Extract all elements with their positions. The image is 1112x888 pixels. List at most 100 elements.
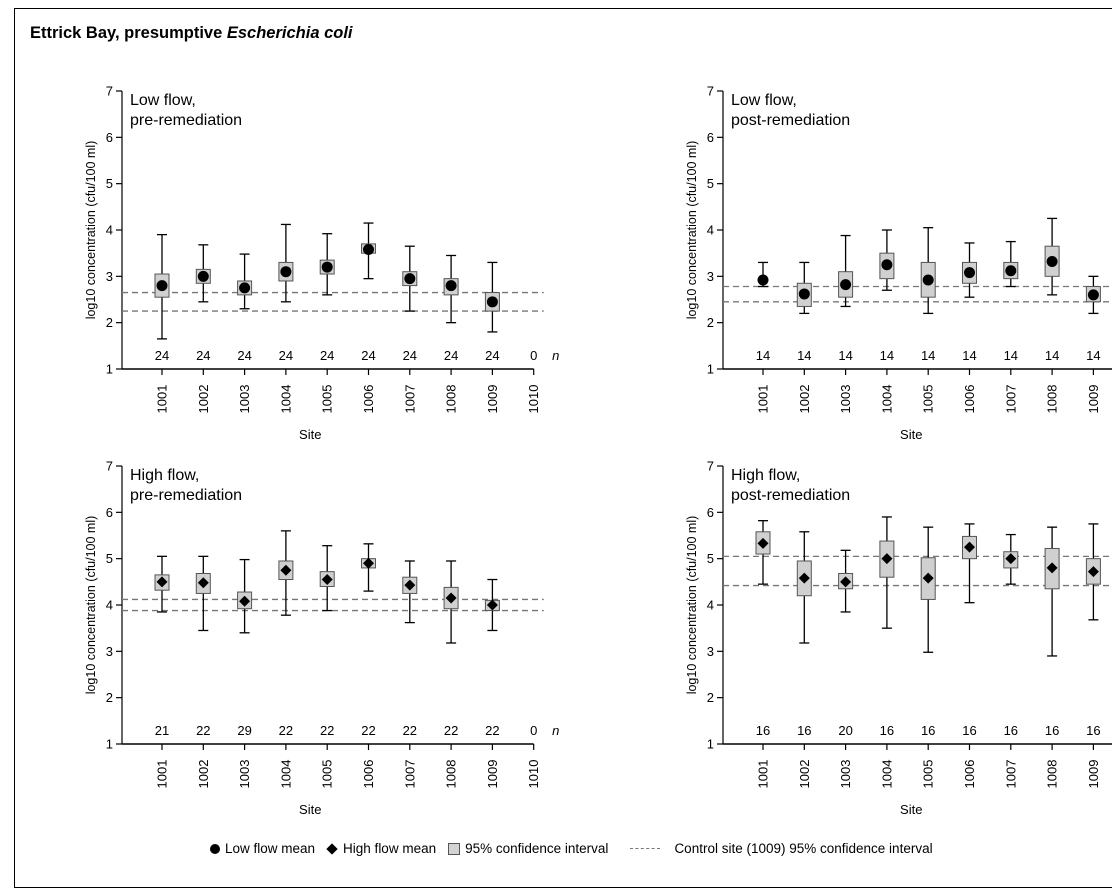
p3-mean-marker bbox=[280, 564, 292, 576]
p1-panel-title-line1: Low flow, bbox=[130, 92, 196, 109]
p1-x-tick-label: 1010 bbox=[526, 385, 541, 414]
p4-y-tick-label: 2 bbox=[707, 690, 714, 705]
figure-title: Ettrick Bay, presumptive Escherichia col… bbox=[30, 24, 353, 43]
p1-mean-marker bbox=[321, 261, 333, 273]
p3-y-tick-label: 2 bbox=[106, 690, 113, 705]
diamond-marker-icon bbox=[326, 842, 338, 855]
legend-label-ci: 95% confidence interval bbox=[465, 841, 609, 856]
p4-panel-title-line1: High flow, bbox=[731, 467, 800, 484]
legend-item-high-flow: High flow mean bbox=[326, 841, 436, 856]
dashed-line-icon bbox=[630, 848, 661, 849]
p4-mean-marker bbox=[881, 553, 893, 565]
p1-n-label: 24 bbox=[444, 348, 458, 363]
p4-x-tick-label: 1003 bbox=[838, 760, 853, 789]
p4-x-tick-label: 1004 bbox=[879, 760, 894, 789]
p3-mean-marker bbox=[197, 577, 209, 589]
p2-y-tick-label: 1 bbox=[707, 362, 714, 377]
p2-n-label: 14 bbox=[1086, 348, 1100, 363]
p1-n-label: 24 bbox=[196, 348, 210, 363]
p3-y-tick-label: 3 bbox=[106, 644, 113, 659]
p3-n-label: 22 bbox=[279, 723, 293, 738]
p2-x-axis-title: Site bbox=[900, 427, 922, 442]
p1-y-tick-label: 1 bbox=[106, 362, 113, 377]
p3-n-label: 22 bbox=[196, 723, 210, 738]
figure-title-italic: Escherichia coli bbox=[226, 24, 353, 42]
p1-x-axis-title: Site bbox=[299, 427, 321, 442]
p2-n-label: 14 bbox=[962, 348, 976, 363]
p2-mean-marker bbox=[798, 288, 810, 300]
p2-n-label: 14 bbox=[1045, 348, 1059, 363]
legend-item-control: Control site (1009) 95% confidence inter… bbox=[630, 841, 933, 856]
p1-mean-marker bbox=[239, 282, 251, 294]
p3-y-tick-label: 7 bbox=[106, 459, 113, 474]
p2-x-tick-label: 1007 bbox=[1003, 385, 1018, 414]
p4-n-label: 16 bbox=[1045, 723, 1059, 738]
p1-x-tick-label: 1006 bbox=[361, 385, 376, 414]
p4-mean-marker bbox=[1046, 562, 1058, 574]
p3-mean-marker bbox=[486, 599, 498, 611]
p4-y-tick-label: 5 bbox=[707, 551, 714, 566]
p2-mean-marker bbox=[1087, 289, 1099, 301]
p1-mean-marker bbox=[363, 243, 374, 255]
p4-mean-marker bbox=[798, 572, 810, 584]
p2-x-tick-label: 1005 bbox=[921, 385, 936, 414]
p1-n-label: 24 bbox=[320, 348, 334, 363]
p4-x-tick-label: 1007 bbox=[1003, 760, 1018, 789]
p4-n-label: 16 bbox=[921, 723, 935, 738]
p2-mean-marker bbox=[757, 274, 769, 286]
p1-mean-marker bbox=[486, 296, 498, 308]
legend-label-low: Low flow mean bbox=[225, 841, 316, 856]
legend-label-control: Control site (1009) 95% confidence inter… bbox=[674, 841, 933, 856]
p2-mean-marker bbox=[964, 267, 975, 279]
p1-y-axis-title: log10 concentration (cfu/100 ml) bbox=[84, 141, 98, 320]
p2-mean-marker bbox=[922, 274, 934, 286]
p4-x-tick-label: 1006 bbox=[962, 760, 977, 789]
p3-x-tick-label: 1002 bbox=[196, 760, 211, 789]
p1-n-label: 24 bbox=[279, 348, 293, 363]
p4-mean-marker bbox=[964, 541, 975, 553]
p3-mean-marker bbox=[156, 576, 168, 588]
p4-n-label: 16 bbox=[797, 723, 811, 738]
p2-y-tick-label: 3 bbox=[707, 269, 714, 284]
p3-n-axis-label: n bbox=[552, 723, 559, 738]
p4-y-tick-label: 3 bbox=[707, 644, 714, 659]
p3-x-tick-label: 1010 bbox=[526, 760, 541, 789]
p1-y-tick-label: 2 bbox=[106, 315, 113, 330]
p2-x-tick-label: 1008 bbox=[1045, 385, 1060, 414]
p4-mean-marker bbox=[840, 576, 852, 588]
legend-item-ci: 95% confidence interval bbox=[448, 841, 608, 856]
p3-y-tick-label: 6 bbox=[106, 505, 113, 520]
p1-mean-marker bbox=[280, 266, 292, 278]
p4-x-axis-title: Site bbox=[900, 802, 922, 817]
p4-n-label: 16 bbox=[756, 723, 770, 738]
circle-marker-icon bbox=[210, 843, 220, 854]
p3-panel-title-line2: pre-remediation bbox=[130, 487, 242, 504]
p4-y-tick-label: 7 bbox=[707, 459, 714, 474]
p2-y-tick-label: 2 bbox=[707, 315, 714, 330]
p2-y-axis-title: log10 concentration (cfu/100 ml) bbox=[685, 141, 699, 320]
p2-x-tick-label: 1004 bbox=[879, 385, 894, 414]
p1-x-tick-label: 1005 bbox=[320, 385, 335, 414]
p3-x-tick-label: 1004 bbox=[278, 760, 293, 789]
p4-mean-marker bbox=[922, 572, 934, 584]
p3-n-label: 22 bbox=[403, 723, 417, 738]
p1-x-tick-label: 1008 bbox=[444, 385, 459, 414]
p3-n-label: 21 bbox=[155, 723, 169, 738]
p1-panel-title-line2: pre-remediation bbox=[130, 112, 242, 129]
p2-mean-marker bbox=[881, 259, 893, 271]
p4-x-tick-label: 1005 bbox=[921, 760, 936, 789]
p1-n-label: 24 bbox=[403, 348, 417, 363]
p2-n-label: 14 bbox=[838, 348, 852, 363]
p4-y-tick-label: 1 bbox=[707, 737, 714, 752]
p1-x-tick-label: 1009 bbox=[485, 385, 500, 414]
p1-n-label: 0 bbox=[530, 348, 537, 363]
p2-mean-marker bbox=[1046, 256, 1058, 268]
p3-x-tick-label: 1009 bbox=[485, 760, 500, 789]
p4-y-tick-label: 6 bbox=[707, 505, 714, 520]
p3-mean-marker bbox=[321, 574, 333, 586]
p4-n-label: 16 bbox=[1086, 723, 1100, 738]
p2-panel-title-line2: post-remediation bbox=[731, 112, 850, 129]
p4-n-label: 16 bbox=[880, 723, 894, 738]
p2-y-tick-label: 6 bbox=[707, 130, 714, 145]
p3-mean-marker bbox=[239, 595, 251, 607]
